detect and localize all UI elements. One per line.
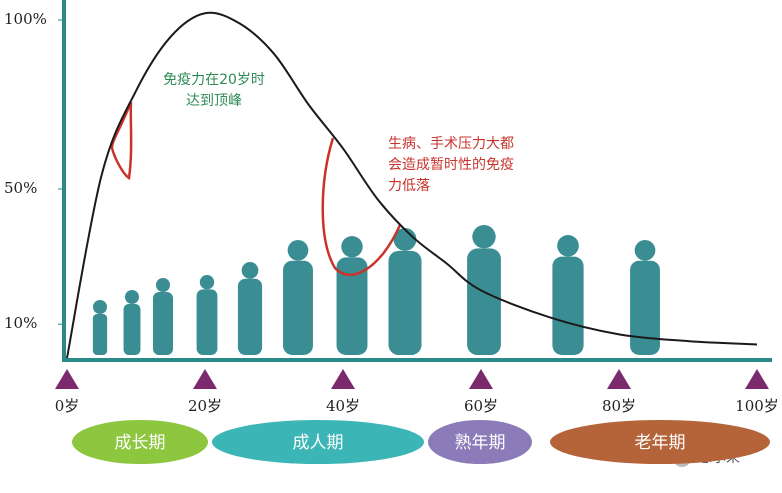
- stage-oval: [72, 420, 208, 464]
- figure-body: [336, 257, 368, 355]
- x-tick-label: 40岁: [326, 397, 360, 415]
- figure-head: [241, 262, 259, 279]
- figure-body: [152, 292, 174, 355]
- figure-body: [237, 278, 263, 355]
- x-tick-label: 100岁: [735, 397, 779, 415]
- figure-head: [156, 278, 170, 292]
- x-tick: [331, 369, 355, 389]
- x-tick-label: 0岁: [55, 397, 80, 415]
- stage-oval: [550, 420, 770, 464]
- figure-head: [287, 240, 309, 261]
- annotation: 力低落: [388, 178, 430, 194]
- x-tick: [193, 369, 217, 389]
- stage-oval: [428, 420, 532, 464]
- x-tick: [745, 369, 769, 389]
- figure-body: [196, 289, 218, 355]
- x-tick: [55, 369, 79, 389]
- annotation: 生病、手术压力大都: [388, 136, 514, 152]
- silhouettes: [92, 225, 660, 355]
- figure-body: [123, 304, 141, 355]
- annotation-loop: [321, 137, 402, 277]
- figure-body: [388, 250, 422, 355]
- x-tick: [607, 369, 631, 389]
- y-tick-label: 50%: [4, 179, 37, 197]
- figure-head: [199, 275, 215, 290]
- figure-head: [393, 228, 417, 251]
- x-tick: [469, 369, 493, 389]
- y-tick-label: 100%: [4, 10, 47, 28]
- y-tick-label: 10%: [4, 314, 37, 332]
- figure-head: [557, 235, 579, 257]
- figure-body: [283, 260, 313, 355]
- figure-head: [341, 236, 363, 258]
- stage-label: 老年期: [635, 433, 686, 453]
- immunity-curve: [66, 11, 758, 359]
- annotation-loop: [110, 101, 133, 181]
- x-tick-label: 60岁: [464, 397, 498, 415]
- x-tick-label: 80岁: [602, 397, 636, 415]
- stage-label: 熟年期: [455, 432, 506, 453]
- figure-body: [92, 314, 108, 355]
- figure-head: [93, 300, 107, 314]
- stage-label: 成长期: [115, 433, 166, 453]
- stage-label: 成人期: [293, 433, 344, 453]
- annotation: 会造成暂时性的免疫: [388, 157, 514, 173]
- figure-body: [467, 248, 501, 355]
- figure-head: [472, 225, 496, 249]
- figure-head: [125, 290, 139, 304]
- annotation: 达到顶峰: [186, 93, 242, 109]
- annotation: 免疫力在20岁时: [163, 72, 265, 88]
- figure-head: [634, 240, 656, 261]
- stage-oval: [212, 420, 424, 464]
- x-tick-label: 20岁: [188, 397, 222, 415]
- figure-body: [630, 260, 660, 355]
- figure-body: [552, 256, 584, 355]
